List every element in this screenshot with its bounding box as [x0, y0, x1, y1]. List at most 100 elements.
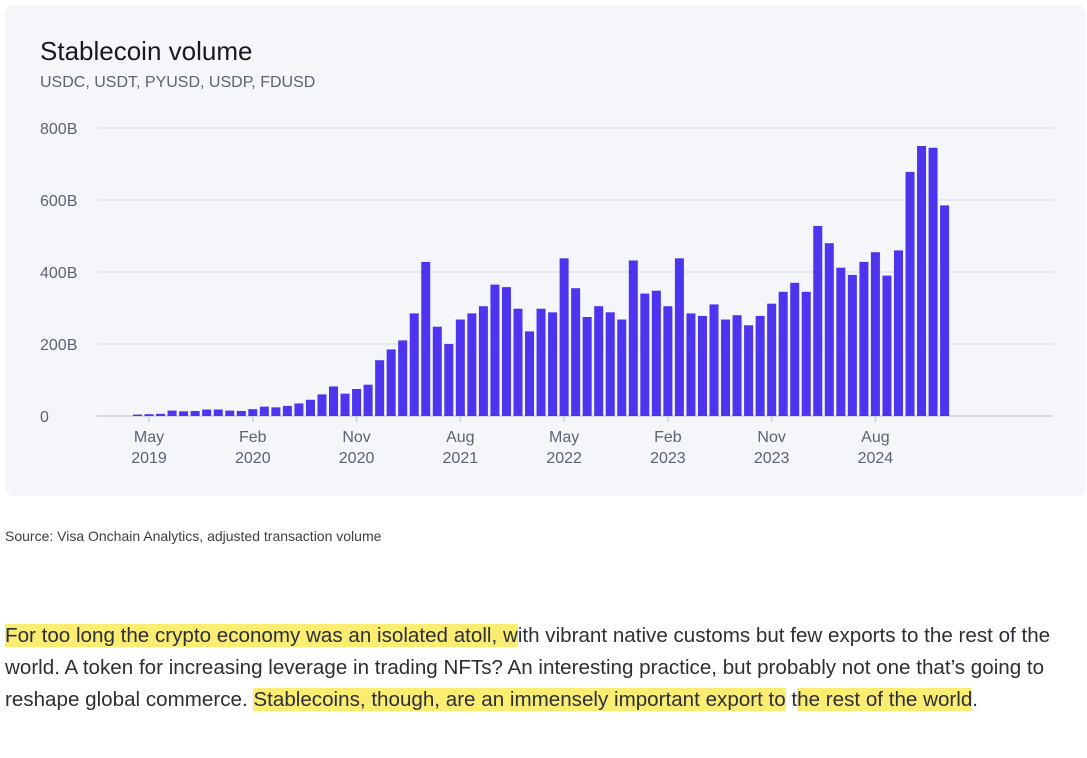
bar	[432, 326, 442, 416]
bar	[813, 225, 823, 416]
body-paragraph: For too long the crypto economy was an i…	[5, 620, 1087, 716]
bar	[167, 410, 177, 416]
bar	[133, 414, 142, 416]
bar	[409, 313, 419, 416]
paragraph-text-1: ith vibrant native customs but few expor…	[5, 624, 1051, 711]
bar	[559, 258, 569, 416]
bar	[525, 331, 535, 416]
highlight-3: he rest of the world	[797, 688, 973, 711]
bar-chart: 0 200B 400B 600B 800B May 2019 Feb 2020 Nov 2020 Au…	[40, 121, 1053, 467]
bar	[455, 319, 465, 416]
paragraph-text-3: .	[972, 688, 979, 711]
bar	[340, 393, 350, 416]
x-tick-label-year: 2023	[754, 450, 790, 467]
bar	[363, 384, 373, 416]
y-tick-label: 600B	[40, 193, 77, 210]
x-tick-label-month: Feb	[239, 429, 267, 446]
bar	[905, 171, 915, 416]
bar	[501, 287, 511, 416]
x-tick-label-year: 2020	[235, 450, 271, 467]
x-tick-label-month: May	[549, 429, 579, 446]
bar	[928, 147, 938, 417]
bar	[236, 410, 246, 416]
bar	[744, 325, 754, 416]
bar	[213, 409, 223, 416]
bar	[190, 410, 200, 416]
y-tick-label: 800B	[40, 121, 77, 138]
bar	[940, 205, 950, 416]
bar	[329, 386, 339, 416]
bar	[686, 313, 696, 416]
bar	[179, 411, 189, 416]
bar	[282, 405, 292, 416]
bar	[628, 260, 638, 416]
source-note: Source: Visa Onchain Analytics, adjusted…	[5, 528, 382, 544]
bar	[571, 288, 581, 416]
bar	[259, 406, 269, 416]
y-tick-label: 0	[40, 409, 49, 426]
bar	[467, 313, 477, 416]
bar	[202, 409, 212, 416]
bar	[917, 146, 927, 416]
bar	[617, 319, 627, 416]
bar	[755, 315, 765, 416]
bar	[778, 291, 788, 416]
bar	[421, 261, 431, 416]
x-tick-label-month: Aug	[446, 429, 474, 446]
x-tick-label-year: 2019	[131, 450, 167, 467]
highlight-2: Stablecoins, though, are an immensely im…	[253, 688, 786, 711]
bar	[444, 344, 454, 416]
x-tick-label-month: Aug	[861, 429, 889, 446]
bar	[801, 291, 811, 416]
x-tick-label-month: May	[134, 429, 164, 446]
bar	[144, 414, 154, 416]
bar	[548, 312, 558, 416]
bar	[870, 252, 880, 416]
highlight-1: For too long the crypto economy was an i…	[5, 624, 518, 647]
x-tick-label-year: 2023	[650, 450, 686, 467]
x-tick-label-year: 2022	[546, 450, 582, 467]
bar	[674, 258, 684, 416]
bar	[651, 290, 661, 416]
bar	[721, 319, 731, 416]
bar	[317, 394, 327, 416]
bar	[478, 306, 488, 416]
bar	[225, 410, 235, 416]
y-tick-label: 400B	[40, 265, 77, 282]
bar	[893, 250, 903, 416]
bar	[271, 407, 281, 416]
bar	[709, 304, 719, 416]
x-tick-label-month: Nov	[342, 429, 370, 446]
bar	[536, 308, 546, 416]
bar	[513, 308, 523, 416]
paragraph-text-2: t	[785, 688, 798, 711]
bar	[663, 306, 673, 416]
bar	[767, 303, 777, 416]
chart-title: Stablecoin volume	[40, 36, 253, 66]
bar	[640, 293, 650, 416]
bar	[294, 403, 304, 416]
x-tick-label-year: 2020	[339, 450, 375, 467]
x-tick-label-year: 2021	[443, 450, 479, 467]
bar	[697, 315, 707, 416]
bar	[386, 349, 396, 416]
bar	[248, 409, 258, 416]
bar	[398, 340, 408, 416]
bar	[605, 312, 615, 416]
bar	[490, 284, 500, 416]
bar	[790, 282, 800, 416]
bar	[375, 360, 385, 416]
bar	[594, 306, 604, 416]
bar	[305, 399, 315, 416]
chart-subtitle: USDC, USDT, PYUSD, USDP, FDUSD	[40, 74, 316, 91]
bar	[156, 413, 166, 416]
bar	[859, 261, 869, 416]
x-tick-label-year: 2024	[858, 450, 894, 467]
bar	[352, 389, 362, 416]
bar	[847, 274, 857, 416]
x-tick-label-month: Feb	[654, 429, 682, 446]
x-tick-label-month: Nov	[757, 429, 785, 446]
bar	[882, 275, 892, 416]
bar	[836, 267, 846, 416]
y-tick-label: 200B	[40, 337, 77, 354]
